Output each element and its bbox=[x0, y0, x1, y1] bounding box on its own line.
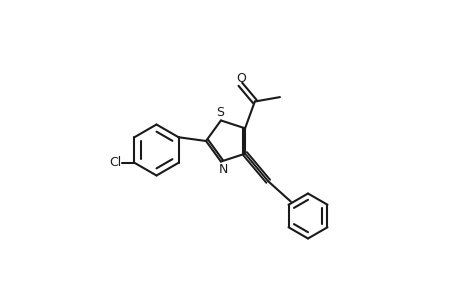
Text: Cl: Cl bbox=[109, 156, 121, 169]
Text: N: N bbox=[218, 163, 228, 176]
Text: O: O bbox=[235, 72, 246, 85]
Text: S: S bbox=[216, 106, 224, 119]
